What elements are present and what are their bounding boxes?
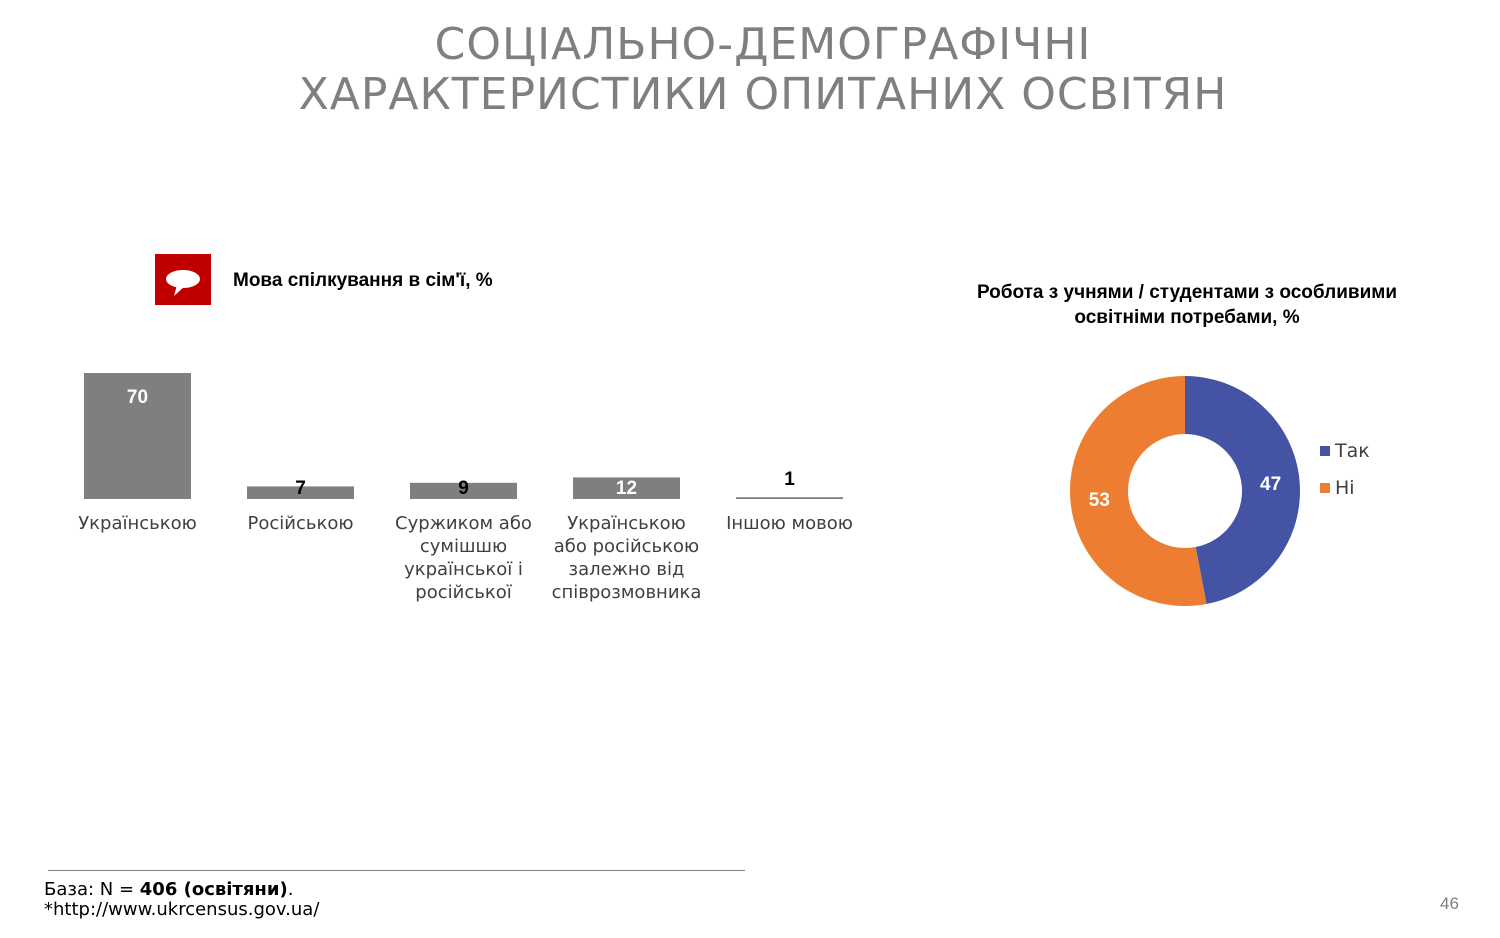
bar-value-label-0: 70 (127, 387, 148, 408)
legend-label: Так (1335, 439, 1370, 462)
legend-swatch (1320, 445, 1330, 456)
bar-2 (410, 482, 517, 499)
bar-3 (573, 477, 680, 499)
legend-label: Ні (1335, 476, 1355, 499)
footer-base-prefix: База: N = (44, 879, 140, 900)
footer-divider (48, 870, 745, 871)
slide-title-line1: СОЦІАЛЬНО-ДЕМОГРАФІЧНІ (434, 19, 1092, 70)
footer: База: N = 406 (освітяни). *http://www.uk… (44, 880, 319, 920)
bar-category-label-2: Суржиком або сумішшю української і російськ… (384, 512, 544, 604)
bar-category-label-line: сумішшю (419, 536, 508, 557)
footer-base-value: 406 (освітяни) (139, 879, 288, 900)
bar-value-label-3: 12 (616, 478, 637, 499)
donut-slice-1 (1070, 376, 1207, 606)
bar-category-label-line: Українською (78, 513, 197, 534)
bar-category-label-line: залежно від (568, 559, 685, 580)
donut-chart-title: Робота з учнями / студентами з особливим… (976, 282, 1398, 328)
bar-1 (247, 486, 354, 499)
donut-slice-0 (1185, 376, 1300, 604)
bar-value-label-1: 7 (295, 478, 306, 499)
legend-item-1: Ні (1320, 469, 1370, 506)
bar-category-label-0: Українською (58, 512, 218, 535)
bar-category-label-line: Суржиком або (395, 513, 532, 534)
footer-base: База: N = 406 (освітяни). (44, 880, 319, 900)
bar-chart-title: Мова спілкування в сім'ї, % (233, 270, 493, 291)
bar-4 (736, 497, 843, 499)
bar-category-label-line: Українською (567, 513, 686, 534)
special-needs-donut-chart: 47 53 (1070, 376, 1300, 606)
bar-0 (84, 373, 191, 499)
footer-source: *http://www.ukrcensus.gov.ua/ (44, 899, 320, 920)
legend-swatch (1320, 482, 1330, 493)
bar-value-label-4: 1 (784, 469, 795, 490)
slide-title-line2: ХАРАКТЕРИСТИКИ ОПИТАНИХ ОСВІТЯН (298, 69, 1228, 120)
bar-category-label-line: Російською (247, 513, 354, 534)
bar-category-label-line: Іншою мовою (726, 513, 853, 534)
bar-category-label-line: або російською (553, 536, 700, 557)
bar-category-label-line: співрозмовника (551, 582, 702, 603)
donut-value-label-0: 47 (1260, 474, 1281, 495)
bar-category-label-3: Українською або російською залежно від спів… (547, 512, 707, 604)
slide-title: СОЦІАЛЬНО-ДЕМОГРАФІЧНІ ХАРАКТЕРИСТИКИ ОП… (0, 20, 1500, 120)
legend-item-0: Так (1320, 432, 1370, 469)
footer-base-suffix: . (287, 879, 294, 900)
donut-value-label-1: 53 (1089, 490, 1110, 511)
donut-legend: Так Ні (1320, 432, 1370, 506)
speech-bubble-icon (155, 254, 211, 305)
bar-category-label-4: Іншою мовою (710, 512, 870, 535)
language-bar-chart: 70 7 9 12 1 (84, 373, 843, 499)
bar-value-label-2: 9 (458, 478, 469, 499)
bar-category-label-line: української і (404, 559, 523, 580)
bar-category-label-1: Російською (221, 512, 381, 535)
page-number: 46 (1440, 894, 1459, 913)
bar-category-label-line: російської (415, 582, 512, 603)
